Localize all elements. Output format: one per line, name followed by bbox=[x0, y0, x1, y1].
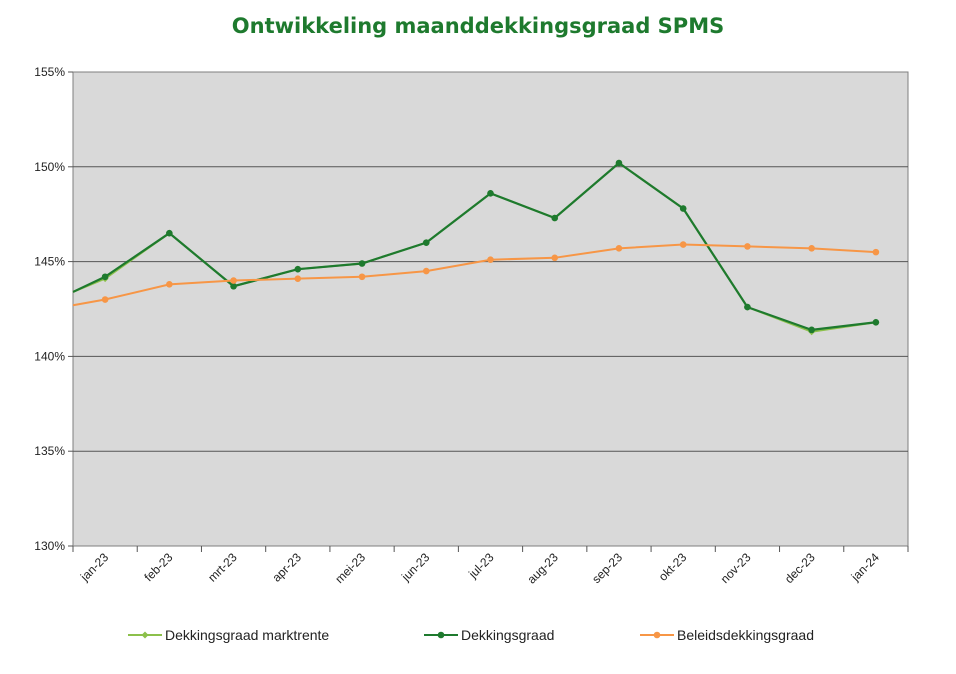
data-point bbox=[744, 303, 751, 311]
x-axis-ticks bbox=[72, 546, 909, 552]
x-tick-label: okt-23 bbox=[656, 550, 690, 584]
x-tick-label: jan-24 bbox=[848, 550, 882, 584]
y-tick-label: 135% bbox=[34, 444, 65, 458]
data-point bbox=[615, 245, 623, 252]
data-point bbox=[487, 190, 494, 197]
data-point bbox=[230, 277, 237, 284]
y-tick-label: 130% bbox=[34, 539, 65, 553]
data-point bbox=[166, 229, 173, 237]
x-tick-label: aug-23 bbox=[525, 550, 562, 587]
x-tick-label: mei-23 bbox=[332, 550, 368, 586]
data-point bbox=[679, 241, 687, 248]
series-layer bbox=[72, 159, 880, 336]
y-tick-label: 140% bbox=[34, 349, 65, 363]
x-tick-label: apr-23 bbox=[270, 550, 305, 585]
x-tick-label: jul-23 bbox=[465, 550, 497, 582]
data-point bbox=[808, 245, 815, 252]
x-tick-label: feb-23 bbox=[142, 550, 176, 584]
x-tick-label: jun-23 bbox=[398, 550, 432, 584]
data-point bbox=[808, 326, 815, 334]
data-point bbox=[744, 243, 751, 250]
x-tick-label: nov-23 bbox=[718, 550, 754, 586]
y-tick-label: 145% bbox=[34, 255, 65, 269]
data-point bbox=[487, 256, 494, 264]
x-axis-labels: jan-23 feb-23 mrt-23 apr-23 mei-23 jun-23 jul-… bbox=[77, 550, 882, 587]
y-tick-label: 155% bbox=[34, 65, 65, 79]
data-point bbox=[872, 318, 880, 326]
data-point bbox=[101, 296, 109, 303]
data-point bbox=[422, 267, 430, 275]
legend-label: Dekkingsgraad bbox=[461, 627, 554, 643]
x-tick-label: jan-23 bbox=[77, 550, 111, 584]
legend-swatch-marker bbox=[437, 631, 445, 639]
data-point bbox=[358, 260, 366, 267]
data-point bbox=[230, 282, 237, 290]
legend-swatch-marker bbox=[653, 631, 661, 639]
x-tick-label: mrt-23 bbox=[205, 550, 240, 585]
series-line bbox=[72, 243, 876, 307]
y-tick-label: 150% bbox=[34, 160, 65, 174]
data-point bbox=[551, 214, 559, 222]
data-point bbox=[358, 273, 366, 281]
data-point bbox=[166, 281, 173, 288]
series-line bbox=[72, 161, 877, 331]
legend: Dekkingsgraad marktrente Dekkingsgraad Bel… bbox=[128, 627, 814, 643]
x-tick-label: dec-23 bbox=[782, 550, 818, 586]
y-axis-labels: 130% 135% 140% 145% 150% 155% bbox=[34, 65, 65, 553]
data-point bbox=[551, 254, 559, 262]
legend-swatch-marker bbox=[141, 631, 149, 639]
plot-area bbox=[72, 71, 909, 547]
data-point bbox=[294, 265, 302, 273]
data-point bbox=[101, 273, 109, 281]
series-1 bbox=[72, 159, 880, 334]
data-point bbox=[615, 159, 623, 167]
chart-title: Ontwikkeling maanddekkingsgraad SPMS bbox=[231, 14, 725, 38]
legend-label: Dekkingsgraad marktrente bbox=[165, 627, 329, 643]
data-point bbox=[294, 275, 302, 282]
data-point bbox=[422, 239, 430, 246]
series-2 bbox=[72, 241, 880, 307]
legend-label: Beleidsdekkingsgraad bbox=[677, 627, 814, 643]
data-point bbox=[679, 205, 687, 212]
x-tick-label: sep-23 bbox=[589, 550, 625, 586]
data-point bbox=[872, 248, 880, 256]
